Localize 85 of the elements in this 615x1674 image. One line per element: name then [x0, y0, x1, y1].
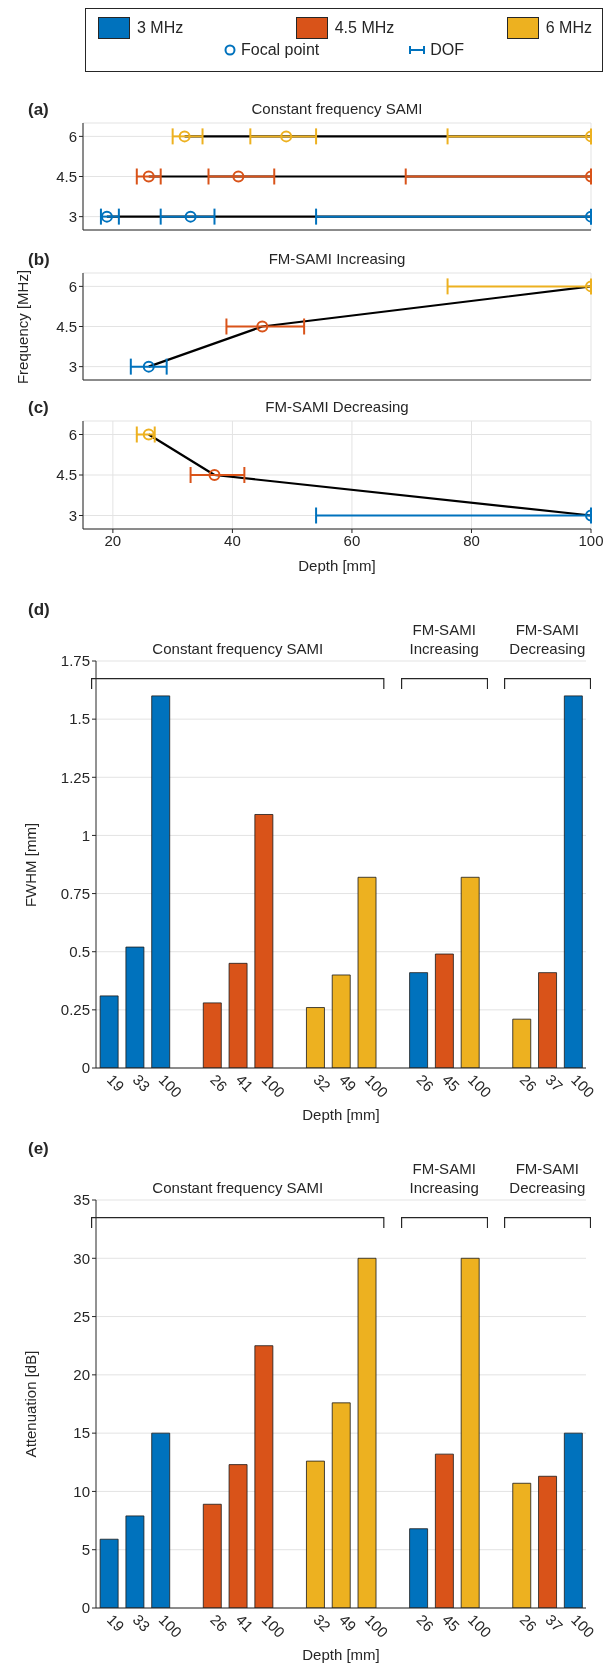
- y-axis-title: FWHM [mm]: [21, 822, 39, 907]
- x-tick-label: 100: [155, 1610, 186, 1641]
- x-tick-label: 49: [336, 1610, 360, 1635]
- y-tick-label: 1: [81, 826, 90, 844]
- x-tick-label: 100: [155, 1070, 186, 1101]
- text: (a): [28, 100, 49, 120]
- text: (e): [28, 1139, 49, 1159]
- x-tick-label: 32: [310, 1070, 335, 1095]
- y-tick-label: 0.25: [60, 1001, 90, 1019]
- y-tick-label: 0.5: [69, 943, 90, 961]
- text: DOF: [430, 41, 465, 59]
- x-tick-label: 20: [104, 531, 122, 549]
- y-tick-label: 10: [73, 1482, 90, 1500]
- x-axis-title: Depth [mm]: [298, 557, 376, 574]
- y-tick-label: 4.5: [56, 167, 77, 185]
- text: FM-SAMI Increasing: [408, 620, 480, 658]
- x-tick-label: 26: [207, 1610, 231, 1635]
- y-tick-label: 1.25: [60, 768, 90, 786]
- x-tick-label: 33: [129, 1610, 154, 1635]
- y-tick-label: 4.5: [56, 466, 77, 484]
- y-tick-label: 3: [68, 506, 77, 524]
- x-tick-label: 100: [568, 1070, 598, 1101]
- y-tick-label: 0: [81, 1599, 90, 1617]
- chart-title: FM-SAMI Increasing: [267, 250, 407, 267]
- x-tick-label: 19: [103, 1610, 128, 1635]
- text: Constant frequency SAMI: [151, 639, 325, 658]
- x-tick-label: 100: [258, 1610, 289, 1641]
- x-tick-label: 100: [578, 531, 604, 549]
- x-tick-label: 26: [516, 1610, 541, 1635]
- y-axis-title: Attenuation [dB]: [21, 1350, 39, 1458]
- x-tick-label: 100: [361, 1070, 392, 1101]
- y-tick-label: 25: [73, 1307, 90, 1325]
- x-tick-label: 100: [258, 1070, 289, 1101]
- x-tick-label: 80: [463, 531, 480, 549]
- chart-title: FM-SAMI Decreasing: [264, 398, 410, 415]
- x-tick-label: 60: [343, 531, 361, 549]
- y-tick-label: 4.5: [56, 317, 77, 335]
- y-tick-label: 35: [73, 1191, 90, 1209]
- y-axis-title: Frequency [MHz]: [13, 269, 31, 384]
- y-tick-label: 6: [68, 425, 77, 443]
- x-tick-label: 41: [232, 1070, 257, 1095]
- y-tick-label: 6: [68, 277, 77, 295]
- x-tick-label: 32: [310, 1610, 335, 1635]
- y-tick-label: 0.75: [60, 884, 90, 902]
- x-tick-label: 40: [224, 531, 241, 549]
- x-tick-label: 100: [465, 1070, 495, 1101]
- x-axis-title: Depth [mm]: [302, 1106, 380, 1123]
- legend-label: 6 MHz: [545, 19, 592, 37]
- x-tick-label: 49: [336, 1070, 360, 1095]
- legend-label: 4.5 MHz: [334, 19, 395, 37]
- y-tick-label: 0: [81, 1059, 90, 1077]
- y-tick-label: 3: [68, 357, 77, 375]
- x-tick-label: 45: [439, 1070, 464, 1095]
- x-tick-label: 100: [361, 1610, 392, 1641]
- x-tick-label: 37: [542, 1070, 567, 1095]
- text: FM-SAMI Decreasing: [508, 620, 587, 658]
- text: FM-SAMI Decreasing: [508, 1159, 587, 1197]
- x-tick-label: 100: [568, 1610, 598, 1641]
- x-tick-label: 37: [542, 1610, 567, 1635]
- x-tick-label: 33: [129, 1070, 154, 1095]
- x-tick-label: 26: [413, 1070, 438, 1095]
- y-tick-label: 3: [68, 207, 77, 225]
- text: (b): [28, 250, 50, 270]
- y-tick-label: 1.75: [60, 652, 90, 670]
- x-tick-label: 100: [465, 1610, 495, 1641]
- text: (c): [28, 398, 49, 418]
- x-tick-label: 26: [413, 1610, 438, 1635]
- text: FM-SAMI Increasing: [408, 1159, 480, 1197]
- chart-title: Constant frequency SAMI: [250, 100, 424, 117]
- x-tick-label: 45: [439, 1610, 464, 1635]
- text: (d): [28, 600, 50, 620]
- text: Constant frequency SAMI: [151, 1178, 325, 1197]
- y-tick-label: 1.5: [69, 710, 90, 728]
- y-tick-label: 20: [73, 1366, 90, 1384]
- text: Focal point: [240, 41, 320, 59]
- x-axis-title: Depth [mm]: [302, 1646, 380, 1663]
- y-tick-label: 5: [81, 1541, 90, 1559]
- y-tick-label: 6: [68, 127, 77, 145]
- x-tick-label: 41: [232, 1610, 257, 1635]
- legend-label: 3 MHz: [137, 19, 184, 37]
- x-tick-label: 26: [207, 1070, 231, 1095]
- y-tick-label: 30: [73, 1249, 90, 1267]
- x-tick-label: 19: [103, 1070, 128, 1095]
- y-tick-label: 15: [73, 1424, 90, 1442]
- x-tick-label: 26: [516, 1070, 541, 1095]
